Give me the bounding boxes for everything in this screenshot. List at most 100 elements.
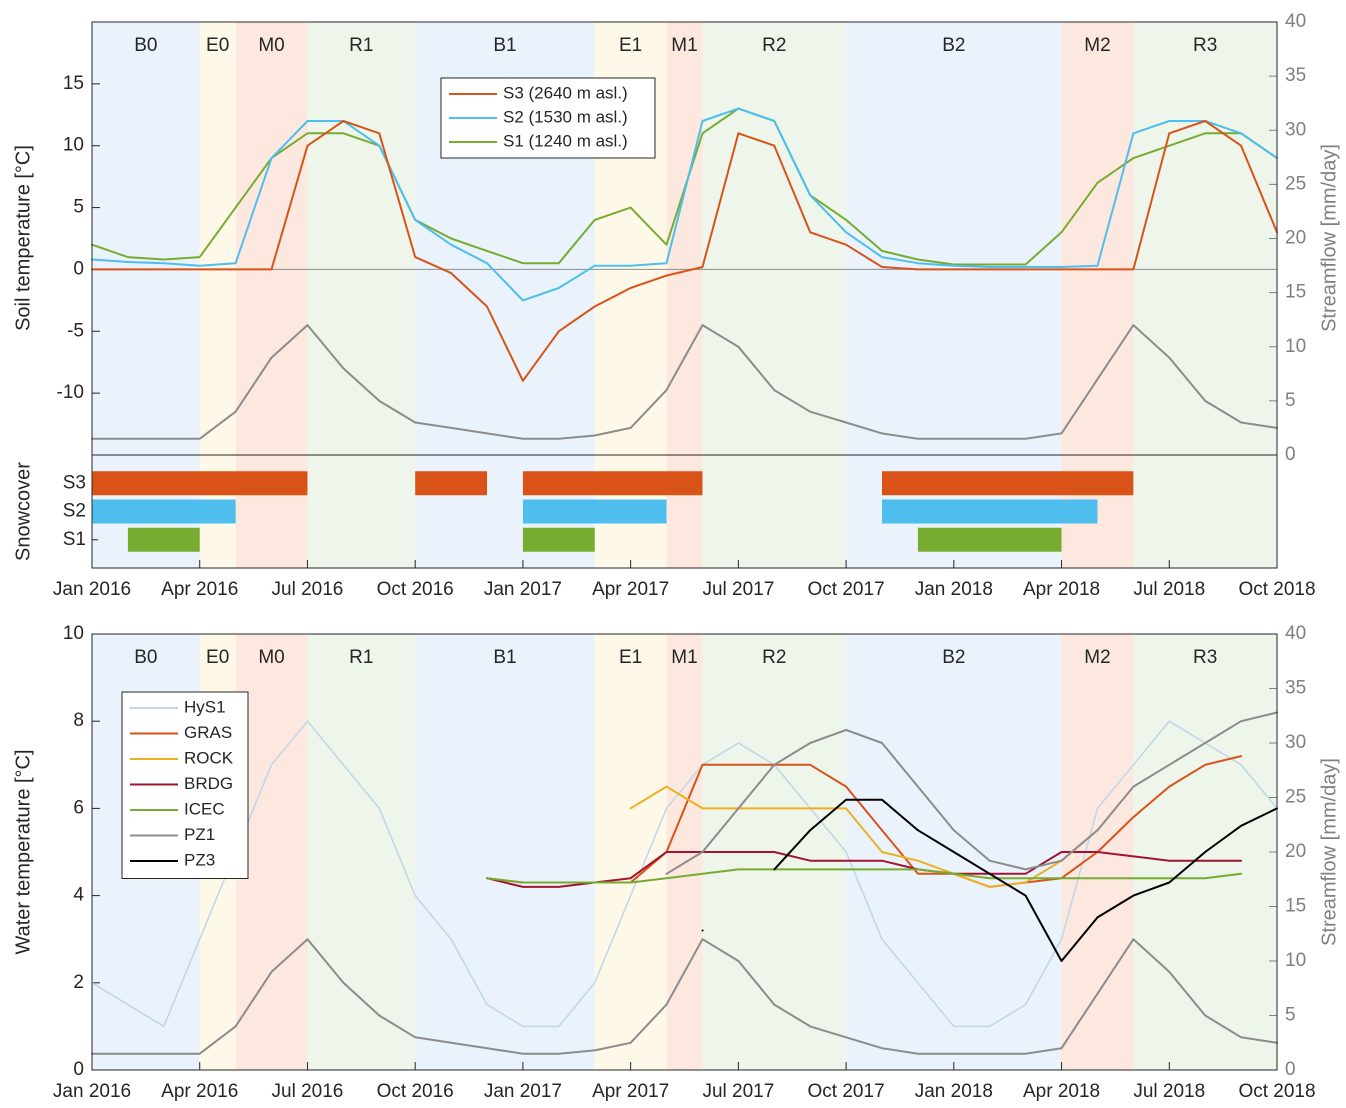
legend-label: ROCK [184,748,234,767]
y2-tick-label: 5 [1285,390,1296,411]
x-tick-label: Jul 2017 [702,1081,774,1102]
snow-bar [415,471,487,496]
y2-tick-label: 0 [1285,444,1296,465]
y-tick-label: -10 [57,382,84,403]
y2-tick-label: 25 [1285,787,1306,808]
axes-frame [91,633,1278,1071]
period-label: R3 [1193,35,1217,56]
y2-tick-label: 30 [1285,732,1306,753]
y2-tick-label: 30 [1285,119,1306,140]
period-label: R3 [1193,647,1217,668]
period-label: E0 [206,35,229,56]
y2-tick-label: 25 [1285,173,1306,194]
series-line [486,851,1243,888]
y2-tick-label: 40 [1285,623,1306,644]
legend-label: S3 (2640 m asl.) [503,83,628,102]
legend-label: S1 (1240 m asl.) [503,131,628,150]
period-label: R1 [349,35,373,56]
y2-tick-label: 20 [1285,841,1306,862]
x-tick-label: Oct 2017 [808,1081,885,1102]
x-tick-label: Apr 2018 [1023,579,1100,600]
y-tick-label: 15 [63,73,84,94]
legend-label: GRAS [184,723,232,742]
x-tick-label: Oct 2016 [377,579,454,600]
y-tick-label: 10 [63,623,84,644]
series-line [91,120,1278,382]
y-tick-label: 10 [63,135,84,156]
snow-bar [522,527,595,552]
x-tick-label: Apr 2017 [592,1081,669,1102]
snow-bar [92,499,236,524]
series-line [486,868,1243,884]
x-tick-label: Jul 2018 [1133,1081,1205,1102]
x-tick-label: Jan 2018 [915,579,993,600]
y-tick-label: -5 [67,320,84,341]
x-tick-label: Oct 2016 [377,1081,454,1102]
y-tick-label: 0 [73,1059,84,1080]
period-label: R2 [762,35,786,56]
x-tick-label: Jan 2018 [915,1081,993,1102]
category-label: S1 [63,529,86,550]
series-line [629,785,1063,888]
y-tick-label: 4 [73,885,84,906]
period-band [415,634,595,1070]
y2-tick-label: 15 [1285,896,1306,917]
series-line [91,720,1278,1028]
y-tick-label: 5 [73,197,84,218]
x-tick-label: Oct 2018 [1238,1081,1315,1102]
period-label: M0 [258,647,284,668]
snow-bar [917,527,1062,552]
period-label: R1 [349,647,373,668]
category-label: S2 [63,501,86,522]
series-line [91,107,1278,302]
period-label: M2 [1084,647,1110,668]
period-band [702,22,847,568]
y2-tick-label: 0 [1285,1059,1296,1080]
snow-bar [522,471,703,496]
period-label: M1 [671,35,697,56]
legend-label: HyS1 [184,697,226,716]
snow-bar [127,527,200,552]
x-tick-label: Jul 2018 [1133,579,1205,600]
legend-label: PZ3 [184,850,215,869]
axes-frame [91,454,1278,569]
y2-tick-label: 40 [1285,11,1306,32]
x-tick-label: Jan 2016 [53,579,131,600]
x-tick-label: Apr 2017 [592,579,669,600]
series-line [701,798,1278,962]
period-label: B2 [942,35,965,56]
period-band [307,22,416,568]
y2-tick-label: 10 [1285,950,1306,971]
y-tick-label: 2 [73,972,84,993]
period-band [307,634,416,1070]
series-line [91,324,1278,440]
y-axis-label: Snowcover [12,462,34,561]
y2-tick-label: 35 [1285,678,1306,699]
x-tick-label: Oct 2017 [808,579,885,600]
x-tick-label: Jul 2016 [272,1081,344,1102]
x-tick-label: Jul 2017 [702,579,774,600]
period-label: R2 [762,647,786,668]
y-axis-label: Water temperature [°C] [12,749,34,954]
y2-tick-label: 20 [1285,228,1306,249]
x-tick-label: Apr 2018 [1023,1081,1100,1102]
panels: B0 E0 M0 R1 B1 E1 M1 R2 B2 M2 R3 -10 -5 0 5 10 15 0 5 10 15 2… [12,11,1340,1102]
period-label: B1 [493,647,516,668]
legend-label: BRDG [184,774,233,793]
y-tick-label: 0 [73,258,84,279]
y2-tick-label: 35 [1285,65,1306,86]
snow-bar [92,471,308,496]
x-tick-label: Jan 2016 [53,1081,131,1102]
period-band [594,634,667,1070]
category-label: S3 [63,472,86,493]
x-tick-label: Jan 2017 [484,1081,562,1102]
x-tick-label: Apr 2016 [161,579,238,600]
y2-tick-label: 5 [1285,1005,1296,1026]
period-label: B2 [942,647,965,668]
y2-tick-label: 15 [1285,282,1306,303]
series-line [91,938,1278,1055]
snow-bar [882,471,1134,496]
x-tick-label: Apr 2016 [161,1081,238,1102]
period-label: M2 [1084,35,1110,56]
